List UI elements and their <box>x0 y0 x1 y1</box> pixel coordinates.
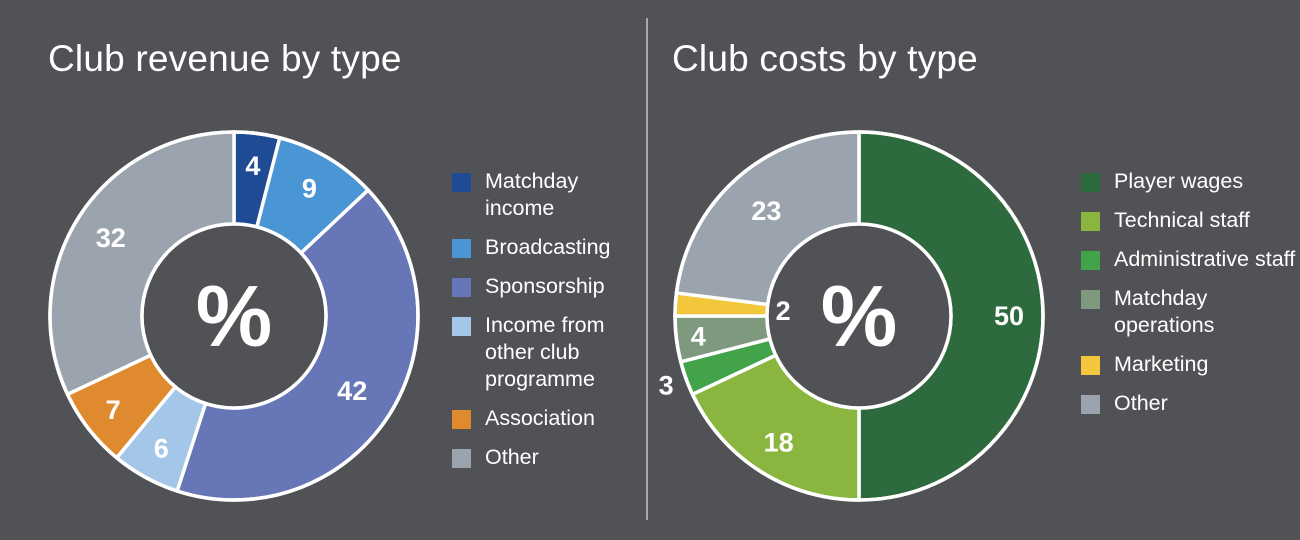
revenue-legend-label: Other <box>485 445 539 469</box>
costs-legend-label: Technical staff <box>1114 208 1250 232</box>
revenue-chart-title: Club revenue by type <box>48 38 402 79</box>
costs-legend-item-player-wages: Player wages <box>1081 168 1296 195</box>
costs-legend-swatch <box>1081 356 1100 375</box>
costs-value-label-matchday-operations: 4 <box>691 321 706 351</box>
revenue-legend-swatch <box>452 317 471 336</box>
revenue-legend-label: Broadcasting <box>485 235 611 259</box>
costs-value-label-administrative-staff: 3 <box>659 370 674 400</box>
revenue-legend-item-broadcasting: Broadcasting <box>452 234 642 261</box>
costs-legend-item-matchday-operations: Matchday operations <box>1081 285 1296 339</box>
costs-legend-item-other: Other <box>1081 390 1296 417</box>
revenue-center-hole <box>140 222 328 410</box>
revenue-legend-item-sponsorship: Sponsorship <box>452 273 642 300</box>
revenue-legend-swatch <box>452 278 471 297</box>
revenue-legend-label: Income from other club programme <box>485 313 605 391</box>
costs-legend-swatch <box>1081 251 1100 270</box>
costs-legend-item-technical-staff: Technical staff <box>1081 207 1296 234</box>
revenue-center-percent-label: % <box>196 269 272 365</box>
chart-divider <box>646 18 648 520</box>
revenue-value-label-sponsorship: 42 <box>337 376 367 406</box>
revenue-legend-swatch <box>452 239 471 258</box>
costs-legend-label: Other <box>1114 391 1168 415</box>
revenue-legend-label: Sponsorship <box>485 274 605 298</box>
costs-center-hole <box>765 222 953 410</box>
costs-legend-label: Marketing <box>1114 352 1209 376</box>
costs-value-label-marketing: 2 <box>776 296 791 326</box>
costs-legend-swatch <box>1081 212 1100 231</box>
revenue-legend-item-other: Other <box>452 444 642 471</box>
costs-chart-title: Club costs by type <box>672 38 978 79</box>
revenue-value-label-broadcasting: 9 <box>302 174 317 204</box>
costs-value-label-other: 23 <box>751 196 781 226</box>
revenue-value-label-income-from-other-club-programme: 6 <box>154 433 169 463</box>
revenue-outer-ring <box>48 130 420 502</box>
revenue-value-label-matchday-income: 4 <box>245 151 260 181</box>
costs-legend-swatch <box>1081 290 1100 309</box>
costs-legend-item-administrative-staff: Administrative staff <box>1081 246 1296 273</box>
revenue-legend: Matchday income Broadcasting Sponsorship In… <box>452 168 642 483</box>
revenue-legend-swatch <box>452 173 471 192</box>
revenue-legend-swatch <box>452 410 471 429</box>
revenue-legend-swatch <box>452 449 471 468</box>
revenue-legend-item-income-from-other-club-programme: Income from other club programme <box>452 312 642 393</box>
revenue-value-label-association: 7 <box>106 395 121 425</box>
costs-legend-label: Administrative staff <box>1114 247 1296 271</box>
costs-center-percent-label: % <box>821 269 897 365</box>
revenue-legend-label: Association <box>485 406 595 430</box>
costs-value-label-technical-staff: 18 <box>764 428 794 458</box>
costs-legend-swatch <box>1081 395 1100 414</box>
revenue-legend-label: Matchday income <box>485 169 579 220</box>
revenue-value-label-other: 32 <box>96 223 126 253</box>
costs-legend-swatch <box>1081 173 1100 192</box>
costs-legend: Player wages Technical staff Administrativ… <box>1081 168 1296 429</box>
costs-legend-label: Player wages <box>1114 169 1244 193</box>
costs-outer-ring <box>673 130 1045 502</box>
revenue-legend-item-association: Association <box>452 405 642 432</box>
costs-value-label-player-wages: 50 <box>994 301 1024 331</box>
revenue-legend-item-matchday-income: Matchday income <box>452 168 642 222</box>
costs-legend-label: Matchday operations <box>1114 286 1215 337</box>
costs-legend-item-marketing: Marketing <box>1081 351 1296 378</box>
